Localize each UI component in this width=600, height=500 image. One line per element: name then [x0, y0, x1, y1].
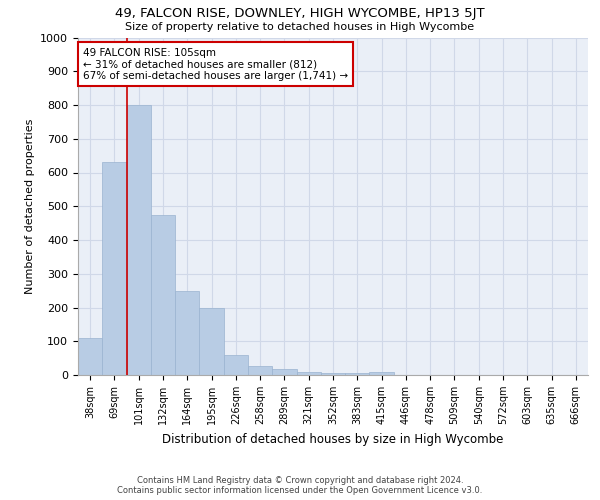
Text: Size of property relative to detached houses in High Wycombe: Size of property relative to detached ho… — [125, 22, 475, 32]
Bar — [78, 338, 102, 375]
Bar — [272, 370, 296, 375]
Bar — [127, 105, 151, 375]
Bar — [175, 290, 199, 375]
Y-axis label: Number of detached properties: Number of detached properties — [25, 118, 35, 294]
X-axis label: Distribution of detached houses by size in High Wycombe: Distribution of detached houses by size … — [163, 432, 503, 446]
Bar — [102, 162, 127, 375]
Bar — [321, 374, 345, 375]
Text: 49, FALCON RISE, DOWNLEY, HIGH WYCOMBE, HP13 5JT: 49, FALCON RISE, DOWNLEY, HIGH WYCOMBE, … — [115, 8, 485, 20]
Bar — [370, 372, 394, 375]
Bar — [296, 372, 321, 375]
Bar — [224, 355, 248, 375]
Text: Contains HM Land Registry data © Crown copyright and database right 2024.
Contai: Contains HM Land Registry data © Crown c… — [118, 476, 482, 495]
Bar — [248, 366, 272, 375]
Bar — [345, 374, 370, 375]
Bar — [151, 214, 175, 375]
Text: 49 FALCON RISE: 105sqm
← 31% of detached houses are smaller (812)
67% of semi-de: 49 FALCON RISE: 105sqm ← 31% of detached… — [83, 48, 348, 81]
Bar — [199, 308, 224, 375]
